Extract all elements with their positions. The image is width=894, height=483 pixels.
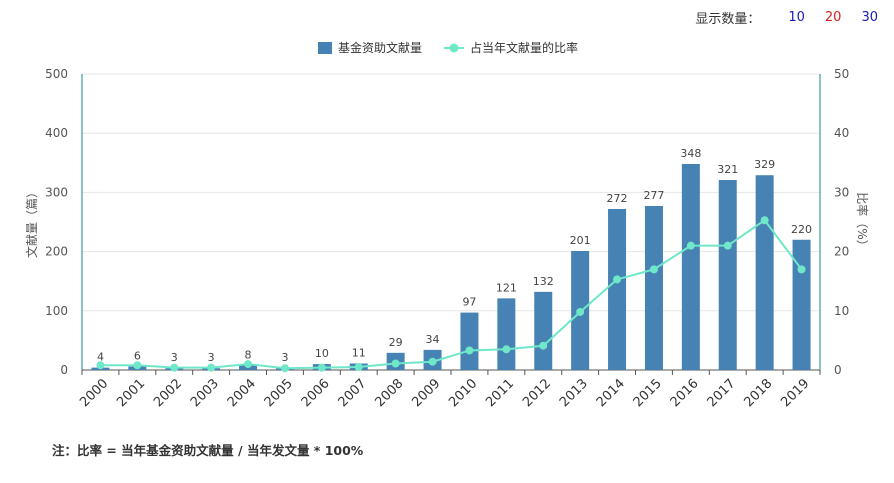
ratio-point xyxy=(686,241,695,250)
ratio-point xyxy=(244,360,253,369)
ratio-point xyxy=(354,363,363,372)
y-tick-label: 400 xyxy=(45,126,68,140)
x-tick-label: 2015 xyxy=(631,376,665,410)
x-tick-label: 2019 xyxy=(778,376,812,410)
bar xyxy=(644,206,663,370)
ratio-point xyxy=(613,275,622,284)
ratio-point xyxy=(797,265,806,274)
legend-bar-label: 基金资助文献量 xyxy=(338,40,422,55)
x-tick-label: 2005 xyxy=(262,376,296,410)
bar-value-label: 329 xyxy=(754,158,775,171)
ratio-point xyxy=(576,307,585,316)
display-count-option-10[interactable]: 10 xyxy=(788,10,805,25)
x-tick-label: 2000 xyxy=(77,376,111,410)
y-tick-label: 100 xyxy=(45,304,68,318)
x-tick-label: 2014 xyxy=(594,376,628,410)
legend-line-marker xyxy=(449,43,459,53)
ratio-point xyxy=(280,364,289,373)
ratio-point xyxy=(649,265,658,274)
ratio-point xyxy=(465,346,474,355)
bar-value-label: 3 xyxy=(281,351,288,364)
bar-value-label: 8 xyxy=(245,348,252,361)
ratio-point xyxy=(317,363,326,372)
x-tick-label: 2018 xyxy=(741,376,775,410)
x-tick-label: 2007 xyxy=(336,376,370,410)
ratio-point xyxy=(502,345,511,354)
x-tick-label: 2010 xyxy=(446,376,480,410)
ratio-line xyxy=(100,218,803,370)
bar-value-label: 201 xyxy=(570,234,591,247)
y2-tick-label: 10 xyxy=(834,304,849,318)
bar-value-label: 121 xyxy=(496,281,517,294)
ratio-footnote: 注：比率 = 当年基金资助文献量 / 当年发文量 * 100% xyxy=(52,443,364,458)
bar xyxy=(460,312,479,370)
y2-tick-label: 30 xyxy=(834,185,849,199)
x-tick-label: 2002 xyxy=(151,376,185,410)
ratio-point xyxy=(723,241,732,250)
y2-tick-label: 20 xyxy=(834,245,849,259)
x-tick-label: 2012 xyxy=(520,376,554,410)
legend-bar-swatch xyxy=(318,42,332,54)
x-tick-label: 2003 xyxy=(188,376,222,410)
ratio-point xyxy=(760,216,769,225)
display-count-label: 显示数量： xyxy=(695,12,761,27)
bar xyxy=(534,291,553,370)
ratio-point xyxy=(207,363,216,372)
bar-value-label: 321 xyxy=(717,163,738,176)
display-count-selector: 显示数量： 10 20 30 xyxy=(695,8,878,27)
y-tick-label: 0 xyxy=(60,363,68,377)
bar-value-label: 3 xyxy=(208,351,215,364)
bar-value-label: 277 xyxy=(643,189,664,202)
bar xyxy=(608,208,627,370)
y-axis-title: 文献量（篇） xyxy=(24,186,39,258)
bar-value-label: 10 xyxy=(315,347,329,360)
y-tick-label: 200 xyxy=(45,245,68,259)
bar-value-label: 34 xyxy=(426,333,440,346)
ratio-point xyxy=(170,363,179,372)
x-tick-label: 2006 xyxy=(299,376,333,410)
bar xyxy=(718,179,737,370)
bar xyxy=(755,175,774,370)
ratio-point xyxy=(539,341,548,350)
bar-value-label: 348 xyxy=(680,147,701,160)
x-tick-label: 2011 xyxy=(483,376,517,410)
y2-tick-label: 50 xyxy=(834,67,849,81)
y2-tick-label: 40 xyxy=(834,126,849,140)
bar xyxy=(792,239,811,370)
display-count-option-20[interactable]: 20 xyxy=(824,10,842,25)
display-count-option-30[interactable]: 30 xyxy=(861,10,878,25)
bar-value-label: 3 xyxy=(171,351,178,364)
x-tick-label: 2013 xyxy=(557,376,591,410)
bar-value-label: 272 xyxy=(607,192,628,205)
bar-value-label: 29 xyxy=(389,336,403,349)
y2-tick-label: 0 xyxy=(834,363,842,377)
ratio-point xyxy=(391,359,400,368)
bar-value-label: 220 xyxy=(791,223,812,236)
bar-value-label: 11 xyxy=(352,346,366,359)
y-tick-label: 500 xyxy=(45,67,68,81)
x-tick-label: 2017 xyxy=(705,376,739,410)
bar-value-label: 6 xyxy=(134,349,141,362)
ratio-point xyxy=(428,357,437,366)
x-tick-label: 2004 xyxy=(225,376,259,410)
x-tick-label: 2009 xyxy=(409,376,443,410)
x-tick-label: 2001 xyxy=(114,376,148,410)
bar xyxy=(497,298,516,370)
bar xyxy=(681,163,700,370)
y2-axis-title: 比率（%） xyxy=(855,192,870,251)
x-tick-label: 2008 xyxy=(372,376,406,410)
x-tick-label: 2016 xyxy=(668,376,702,410)
bar-value-label: 132 xyxy=(533,275,554,288)
ratio-point xyxy=(133,361,142,370)
ratio-point xyxy=(96,361,105,370)
bar-value-label: 4 xyxy=(97,351,104,364)
bar-value-label: 97 xyxy=(462,296,476,309)
legend-line-label: 占当年文献量的比率 xyxy=(470,40,578,55)
y-tick-label: 300 xyxy=(45,185,68,199)
